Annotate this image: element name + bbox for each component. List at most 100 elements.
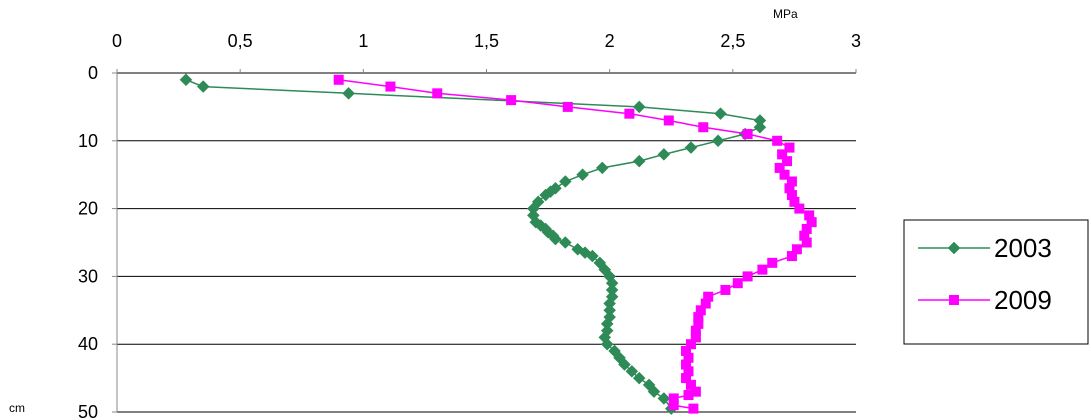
- data-point-2009: [777, 149, 788, 160]
- legend: 2003 2009: [903, 219, 1089, 345]
- data-point-2003: [657, 148, 671, 161]
- data-point-2009: [681, 373, 692, 384]
- series-2009: [333, 74, 817, 414]
- data-point-2003: [618, 358, 631, 371]
- axes: 0 10 20 30 40 50 0 0,5 1 1,5 2 2,5 3: [78, 31, 861, 420]
- data-point-2009: [685, 379, 696, 390]
- data-point-2003: [196, 80, 210, 93]
- data-point-2003: [625, 364, 639, 378]
- series-2003: [179, 73, 767, 415]
- y-tick-label: 30: [78, 266, 98, 286]
- x-tick-label: 0,5: [228, 31, 253, 51]
- data-point-2003: [632, 100, 646, 114]
- data-point-2009: [801, 223, 812, 234]
- data-point-2009: [506, 95, 517, 106]
- legend-box: [903, 219, 1089, 345]
- data-point-2003: [586, 249, 599, 263]
- x-tick-label: 2,5: [720, 31, 745, 51]
- x-tick-label: 0: [112, 31, 122, 51]
- data-point-2009: [786, 251, 797, 262]
- data-point-2009: [688, 403, 699, 414]
- y-tick-label: 50: [78, 402, 98, 420]
- data-point-2009: [779, 169, 790, 180]
- plot-area: [179, 73, 817, 415]
- data-point-2009: [668, 393, 679, 404]
- data-point-2009: [385, 81, 396, 92]
- data-point-2009: [698, 122, 709, 133]
- x-tick-label: 2: [605, 31, 615, 51]
- data-point-2009: [693, 312, 704, 323]
- data-point-2009: [801, 237, 812, 248]
- data-point-2009: [720, 284, 731, 295]
- data-point-2003: [632, 154, 646, 168]
- data-point-2003: [179, 73, 193, 87]
- y-tick-label: 0: [88, 63, 98, 83]
- y-tick-label: 40: [78, 334, 98, 354]
- data-point-2009: [700, 298, 711, 309]
- data-point-2009: [685, 339, 696, 350]
- x-axis-unit-label: MPa: [773, 7, 798, 21]
- data-point-2009: [806, 217, 817, 228]
- data-point-2009: [683, 352, 694, 363]
- data-point-2009: [681, 359, 692, 370]
- data-point-2009: [690, 332, 701, 343]
- legend-entry-2009: 2009: [918, 285, 1052, 315]
- data-point-2009: [786, 176, 797, 187]
- data-point-2003: [657, 392, 671, 405]
- y-axis-unit-label: cm: [9, 401, 25, 415]
- data-point-2003: [595, 161, 609, 175]
- legend-label-2009: 2009: [994, 285, 1052, 315]
- data-point-2009: [774, 162, 785, 173]
- data-point-2009: [804, 210, 815, 221]
- data-point-2009: [757, 264, 768, 275]
- data-point-2003: [632, 371, 646, 385]
- data-point-2009: [683, 390, 694, 401]
- data-point-2003: [342, 86, 355, 100]
- data-point-2009: [695, 305, 706, 316]
- data-point-2009: [767, 257, 778, 268]
- data-point-2009: [732, 278, 743, 289]
- data-point-2003: [558, 175, 572, 188]
- data-point-2003: [714, 107, 727, 121]
- data-point-2009: [663, 115, 674, 126]
- data-point-2003: [711, 134, 725, 148]
- data-point-2009: [786, 190, 797, 201]
- data-point-2003: [600, 337, 614, 351]
- data-point-2009: [668, 400, 679, 411]
- legend-marker-2009: [949, 295, 959, 305]
- data-point-2003: [684, 141, 698, 154]
- data-point-2009: [742, 271, 753, 282]
- data-point-2009: [432, 88, 443, 99]
- data-point-2003: [753, 120, 767, 134]
- data-point-2003: [578, 246, 592, 260]
- data-point-2009: [742, 129, 753, 140]
- data-point-2009: [562, 101, 573, 112]
- data-point-2009: [791, 244, 802, 255]
- data-point-2009: [772, 135, 783, 146]
- y-tick-label: 10: [78, 131, 98, 151]
- data-point-2009: [703, 291, 714, 302]
- data-point-2009: [782, 156, 793, 167]
- data-point-2009: [789, 196, 800, 207]
- data-point-2009: [690, 325, 701, 336]
- x-tick-label: 1,5: [474, 31, 499, 51]
- data-point-2003: [539, 188, 552, 202]
- data-point-2003: [576, 168, 589, 182]
- x-tick-label: 3: [851, 31, 861, 51]
- data-point-2009: [693, 318, 704, 329]
- data-point-2009: [784, 183, 795, 194]
- x-tick-label: 1: [358, 31, 368, 51]
- data-point-2003: [549, 232, 562, 246]
- legend-marker-2003: [947, 241, 961, 255]
- data-point-2003: [647, 385, 661, 399]
- data-point-2003: [558, 236, 572, 249]
- data-point-2009: [799, 230, 810, 241]
- data-point-2009: [784, 142, 795, 153]
- data-point-2009: [333, 74, 344, 85]
- legend-entry-2003: 2003: [918, 233, 1052, 263]
- data-point-2009: [624, 108, 635, 119]
- legend-label-2003: 2003: [994, 233, 1052, 263]
- data-point-2009: [681, 345, 692, 356]
